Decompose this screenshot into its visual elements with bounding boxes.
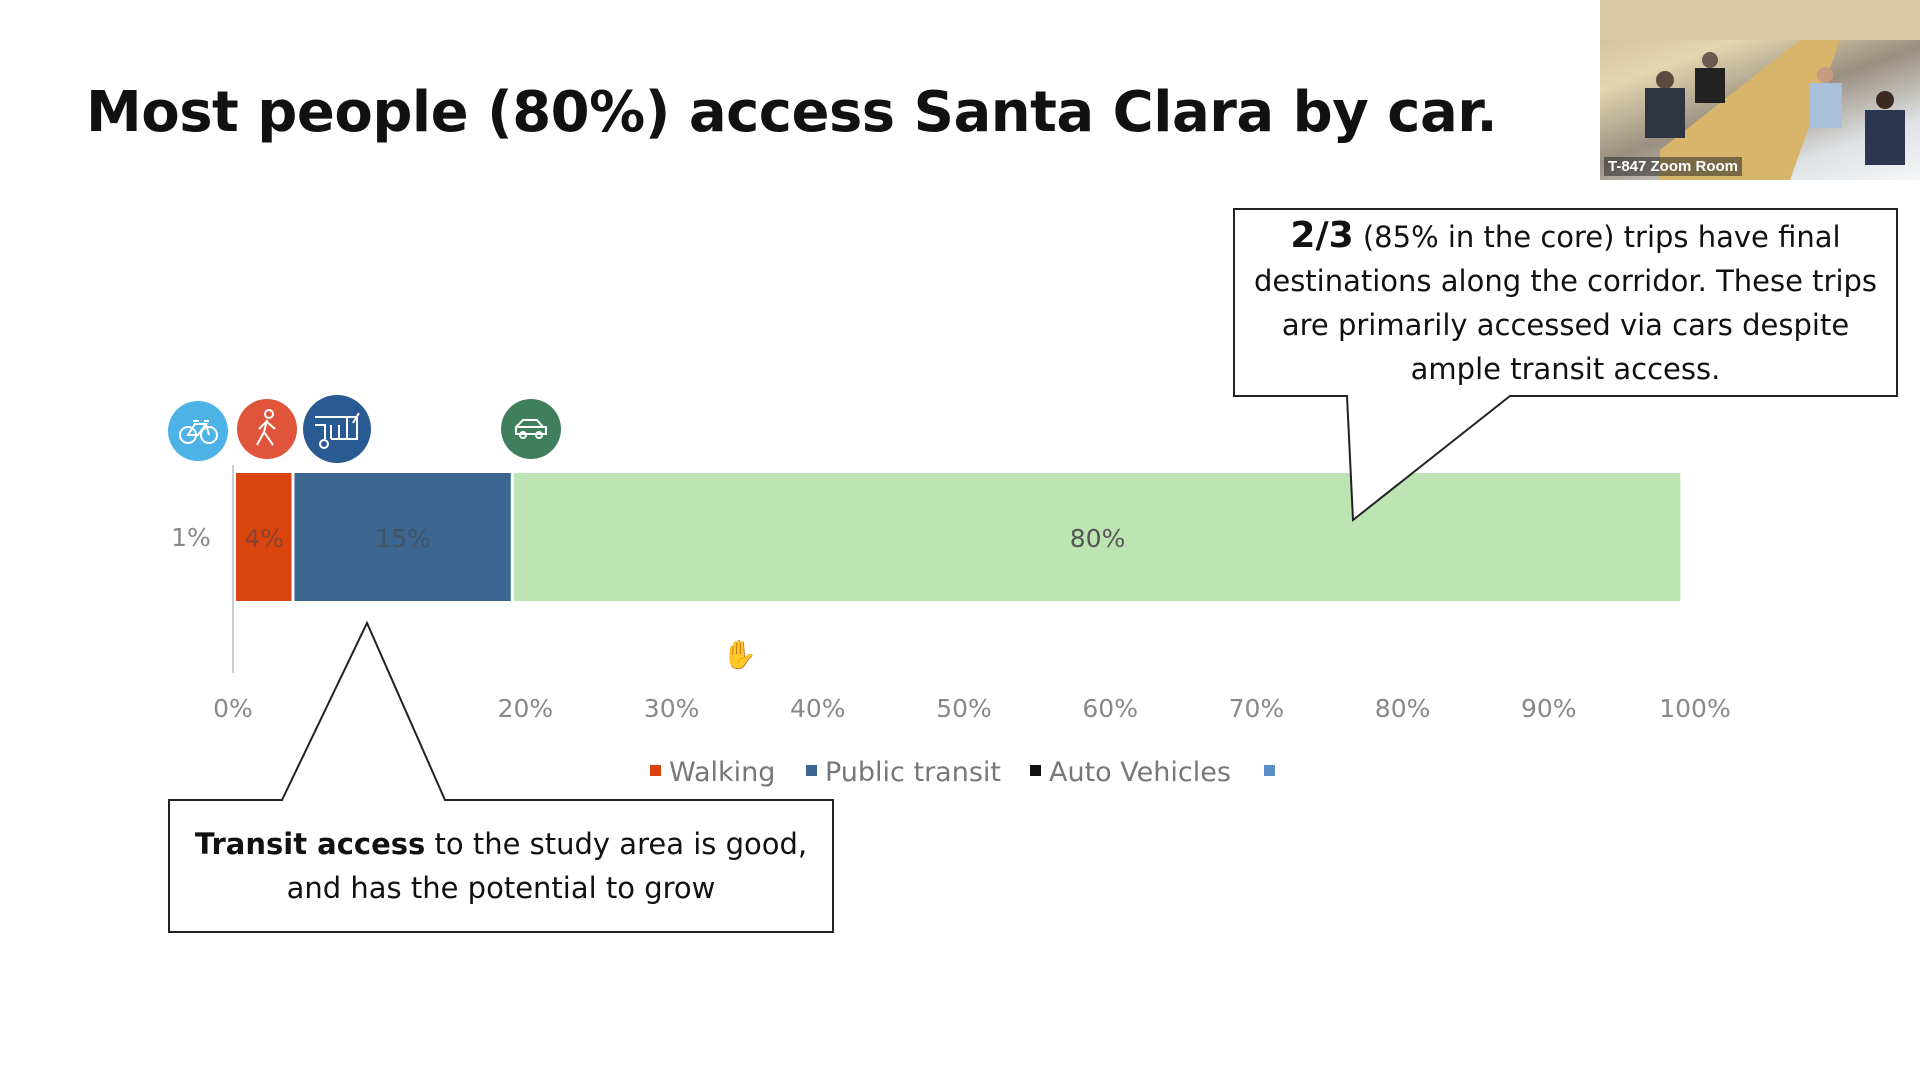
x-tick-label: 0% <box>213 694 253 723</box>
legend-label: Public transit <box>825 757 1001 788</box>
video-tile-label: T-847 Zoom Room <box>1604 157 1743 176</box>
x-tick-label: 40% <box>790 694 846 723</box>
x-tick-label: 50% <box>936 694 992 723</box>
video-tile[interactable]: T-847 Zoom Room <box>1600 0 1920 180</box>
pedestrian-icon <box>237 399 297 459</box>
x-tick-label: 70% <box>1229 694 1285 723</box>
legend-swatch <box>1264 765 1275 776</box>
legend-label: Auto Vehicles <box>1049 757 1231 788</box>
slide-title: Most people (80%) access Santa Clara by … <box>86 80 1498 145</box>
callout-top-right-bold: 2/3 <box>1290 215 1354 256</box>
callout-bottom-left-text: Transit access to the study area is good… <box>185 822 817 910</box>
legend-swatch <box>1030 765 1041 776</box>
car-icon <box>501 399 561 459</box>
x-tick-label: 100% <box>1659 694 1730 723</box>
callout-bottom-left-box <box>168 620 834 933</box>
x-tick-label: 60% <box>1082 694 1138 723</box>
callout-bottom-left-bold: Transit access <box>194 827 426 861</box>
callout-top-right-box <box>1233 208 1898 522</box>
legend-label: Walking <box>669 757 775 788</box>
x-tick-label: 90% <box>1521 694 1577 723</box>
bar-label: 4% <box>244 524 284 553</box>
x-tick-label: 20% <box>498 694 554 723</box>
bar-segment-public-transit <box>294 473 511 601</box>
legend-swatch <box>806 765 817 776</box>
callout-bottom-left-body: to the study area is good, and has the p… <box>286 827 808 905</box>
x-tick-label: 30% <box>644 694 700 723</box>
callout-top-right-body: (85% in the core) trips have final desti… <box>1253 220 1878 386</box>
x-tick-label: 80% <box>1375 694 1431 723</box>
bicycle-icon <box>168 401 228 461</box>
bar-label: 15% <box>375 524 431 553</box>
legend-swatch <box>650 765 661 776</box>
bar-label: 80% <box>1070 524 1126 553</box>
callout-top-right-text: 2/3 (85% in the core) trips have final d… <box>1244 214 1887 391</box>
bar-segment-auto-vehicles <box>513 473 1681 601</box>
hand-cursor-icon: ✋ <box>722 638 757 671</box>
video-feed <box>1600 0 1920 180</box>
bar-segment-walking <box>236 473 292 601</box>
bar-label: 1% <box>171 523 211 552</box>
bus-icon <box>303 395 371 463</box>
